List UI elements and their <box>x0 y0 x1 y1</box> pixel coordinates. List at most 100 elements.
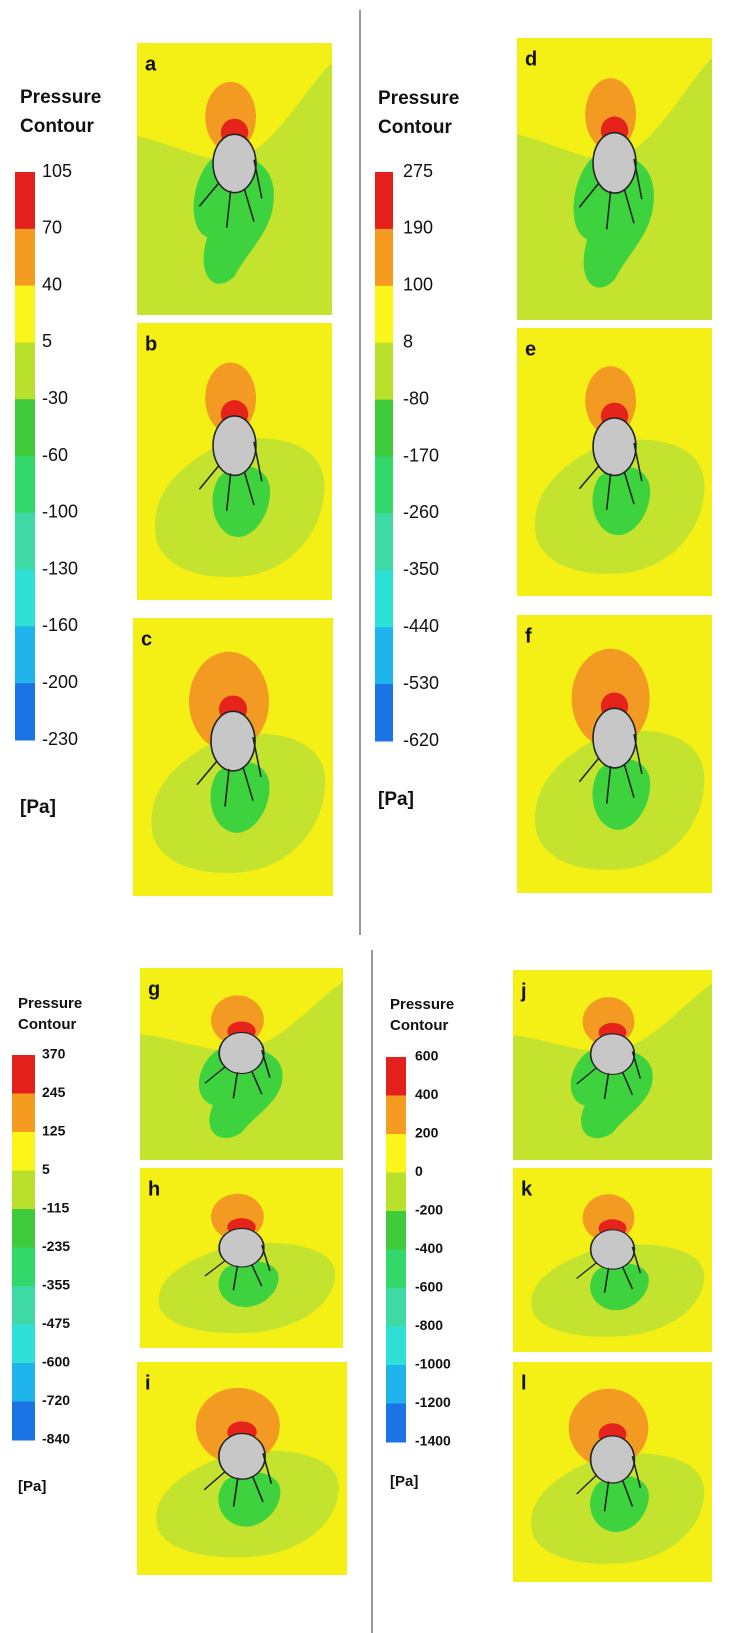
panel-label: e <box>525 338 536 360</box>
leg <box>232 1477 239 1507</box>
leg <box>576 1067 598 1085</box>
colorbar-label: -350 <box>403 559 439 579</box>
leg <box>605 765 612 804</box>
legend-title: Contour <box>18 1016 76 1033</box>
colorbar-label: -800 <box>415 1317 443 1333</box>
panel-label: a <box>145 53 157 75</box>
colorbar-segment <box>386 1211 406 1250</box>
colorbar-segment <box>375 285 393 344</box>
leg <box>196 760 218 786</box>
body <box>589 1229 636 1270</box>
contour-plot <box>513 1168 712 1352</box>
contour-plot <box>140 968 343 1160</box>
colorbar-segment <box>15 172 35 230</box>
colorbar-label: 245 <box>42 1084 66 1100</box>
legend-title: Pressure <box>378 88 459 109</box>
leg <box>261 1245 271 1271</box>
panel-label: k <box>521 1178 533 1200</box>
green-zone <box>592 466 651 536</box>
colorbar-label: -100 <box>42 502 78 522</box>
colorbar-segment <box>12 1324 35 1364</box>
panel-label: c <box>141 628 152 650</box>
contour-plot <box>513 1362 712 1582</box>
leg <box>225 190 232 228</box>
leg <box>603 1073 610 1099</box>
colorbar-segment <box>375 228 393 287</box>
colorbar-label: 5 <box>42 331 52 351</box>
leg <box>204 1260 226 1277</box>
colorbar-label: -230 <box>42 729 78 749</box>
leg <box>262 1453 273 1484</box>
colorbar-label: 8 <box>403 331 413 351</box>
colorbar-label: 0 <box>415 1163 423 1179</box>
colorbar-label: -600 <box>42 1354 70 1370</box>
unit-label: [Pa] <box>18 1478 46 1495</box>
leg <box>633 733 643 775</box>
contour-plot <box>513 970 712 1160</box>
colorbar-label: -620 <box>403 730 439 750</box>
colorbar-segment <box>15 399 35 457</box>
panel-label: i <box>145 1372 151 1394</box>
contour-plot <box>137 43 332 315</box>
green-zone <box>218 1472 281 1527</box>
leg <box>243 188 255 222</box>
legend-title: Contour <box>20 116 94 137</box>
colorbar-label: -80 <box>403 388 429 408</box>
colorbar-label: 40 <box>42 274 62 294</box>
colorbar-segment <box>375 684 393 742</box>
colorbar-label: -170 <box>403 445 439 465</box>
colorbar-segment <box>386 1326 406 1366</box>
leg <box>578 757 600 783</box>
leg <box>623 188 635 224</box>
colorbar-label: 275 <box>403 161 433 181</box>
colorbar-label: 200 <box>415 1125 439 1141</box>
colorbar-segment <box>12 1093 35 1133</box>
leg <box>198 464 220 490</box>
colorbar-label: -840 <box>42 1431 70 1447</box>
colorbar-label: -235 <box>42 1238 70 1254</box>
colorbar-segment <box>12 1055 35 1094</box>
colorbar-segment <box>386 1134 406 1173</box>
green-zone <box>212 466 271 538</box>
body <box>589 1033 636 1076</box>
colorbar-segment <box>12 1286 35 1325</box>
leg <box>621 1071 634 1096</box>
colorbar-label: -30 <box>42 388 68 408</box>
colorbar-label: 105 <box>42 161 72 181</box>
leg <box>250 1070 263 1095</box>
colorbar-segment <box>15 456 35 514</box>
colorbar-segment <box>15 285 35 343</box>
colorbar-label: -440 <box>403 616 439 636</box>
leg <box>603 1267 610 1293</box>
leg <box>576 1262 598 1279</box>
panel-label: b <box>145 333 157 355</box>
leg <box>198 182 220 207</box>
colorbar-segment <box>12 1247 35 1287</box>
leg <box>621 1479 634 1507</box>
colorbar-label: -475 <box>42 1315 70 1331</box>
legend-title: Pressure <box>18 995 82 1012</box>
leg <box>253 441 263 482</box>
green-zone <box>573 154 654 288</box>
colorbar-label: -720 <box>42 1392 70 1408</box>
colorbar-segment <box>15 569 35 627</box>
body <box>218 1031 265 1075</box>
leg <box>243 471 255 506</box>
panel-label: g <box>148 978 160 1000</box>
colorbar-label: 100 <box>403 275 433 295</box>
colorbar-label: -260 <box>403 502 439 522</box>
colorbar-label: 400 <box>415 1086 439 1102</box>
leg <box>578 465 600 490</box>
body <box>218 1432 266 1480</box>
colorbar-segment <box>15 626 35 684</box>
leg <box>232 1265 239 1291</box>
green-zone <box>590 1475 649 1532</box>
green-zone <box>590 1263 649 1311</box>
colorbar-segment <box>12 1363 35 1402</box>
contour-plot <box>133 618 333 896</box>
leg <box>252 736 262 778</box>
green-zone <box>592 758 651 830</box>
colorbar-label: -200 <box>42 672 78 692</box>
leg <box>578 182 600 208</box>
colorbar-label: -1400 <box>415 1433 451 1449</box>
